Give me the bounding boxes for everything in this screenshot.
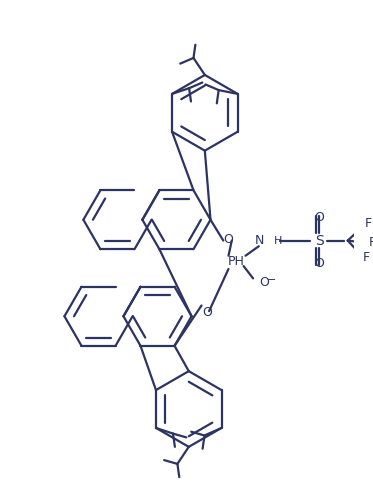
Text: O: O [314,211,324,224]
Text: −: − [267,276,277,285]
Text: F: F [363,251,370,264]
Text: H: H [274,235,282,245]
Text: N: N [255,234,264,247]
Text: O: O [202,306,212,319]
Text: F: F [365,217,372,230]
Text: O: O [314,257,324,270]
Text: O: O [223,233,233,246]
Text: F: F [369,236,373,249]
Text: PH: PH [228,255,245,268]
Text: S: S [315,233,324,247]
Text: O: O [260,276,269,289]
